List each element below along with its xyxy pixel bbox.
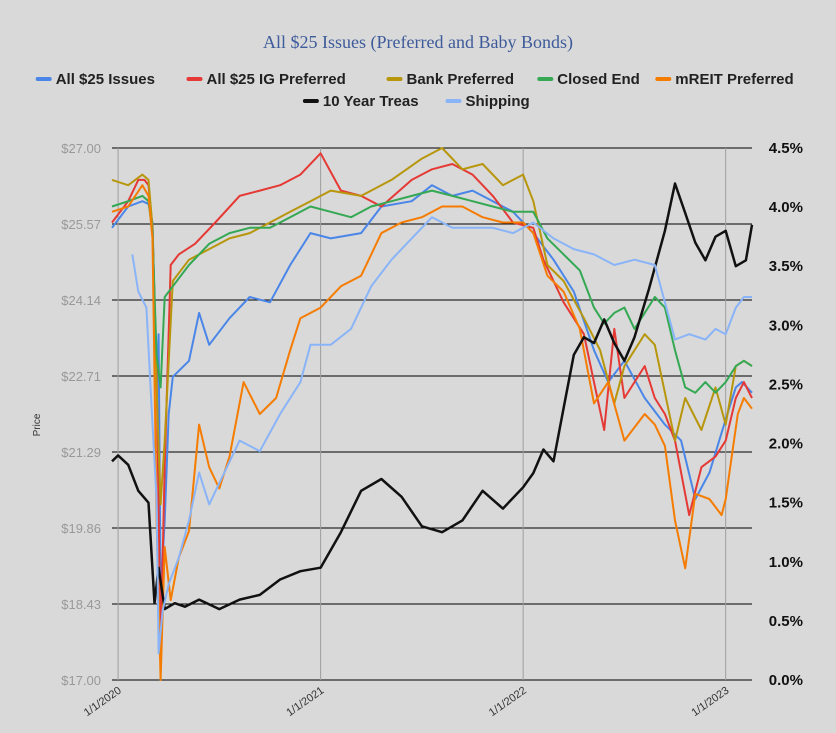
y-tick-label-left: $22.71 [61,369,101,384]
y-tick-label-right: 1.0% [769,554,803,571]
y-tick-label-right: 0.5% [769,613,803,630]
series-line-closed-end [111,189,753,394]
legend-label-shipping: Shipping [466,93,530,110]
legend-label-10-year-treas: 10 Year Treas [323,93,419,110]
chart-title: All $25 Issues (Preferred and Baby Bonds… [263,32,573,53]
y-tick-label-right: 4.0% [769,199,803,216]
y-tick-label-left: $25.57 [61,217,101,232]
y-axis-right: 4.5% 4.0% 3.5% 3.0% 2.5% 2.0% 1.5% 1.0% 0.5% 0.0% [769,140,803,689]
series-line-all-25-ig-preferred [111,152,753,650]
series-lines [111,147,754,681]
y-tick-label-right: 2.0% [769,436,803,453]
series-line-bank-preferred [111,147,753,506]
legend-label-closed-end: Closed End [557,71,640,88]
series-line-shipping [131,216,752,655]
y-tick-label-right: 3.0% [769,317,803,334]
x-axis: 1/1/2020 1/1/2021 1/1/2022 1/1/2023 [82,685,732,719]
x-tick-label: 1/1/2020 [82,685,124,719]
legend-label-all-25-issues: All $25 Issues [56,71,155,88]
legend-label-all-25-ig-preferred: All $25 IG Preferred [207,71,346,88]
legend-label-mreit-preferred: mREIT Preferred [675,71,793,88]
series-line-mreit-preferred [111,184,753,681]
y-tick-label-left: $18.43 [61,597,101,612]
y-tick-label-left: $17.00 [61,673,101,688]
y-axis-left: $27.00 $25.57 $24.14 $22.71 $21.29 $19.86 $18.… [61,141,101,688]
y-tick-label-left: $19.86 [61,521,101,536]
y-tick-label-right: 2.5% [769,376,803,393]
x-tick-label: 1/1/2022 [487,685,529,719]
y-tick-label-left: $21.29 [61,445,101,460]
y-tick-label-left: $24.14 [61,293,101,308]
x-tick-label: 1/1/2021 [284,685,326,719]
y-tick-label-right: 3.5% [769,258,803,275]
legend-label-bank-preferred: Bank Preferred [407,71,515,88]
y-tick-label-right: 1.5% [769,495,803,512]
series-line-all-25-issues [111,184,753,596]
y-tick-label-right: 4.5% [769,140,803,157]
x-tick-label: 1/1/2023 [689,685,731,719]
series-line-10-year-treas [111,182,754,611]
y-tick-label-left: $27.00 [61,141,101,156]
y-tick-label-right: 0.0% [769,672,803,689]
y-axis-label: Price [32,413,43,436]
legend: All $25 Issues All $25 IG Preferred Bank P… [35,71,794,110]
